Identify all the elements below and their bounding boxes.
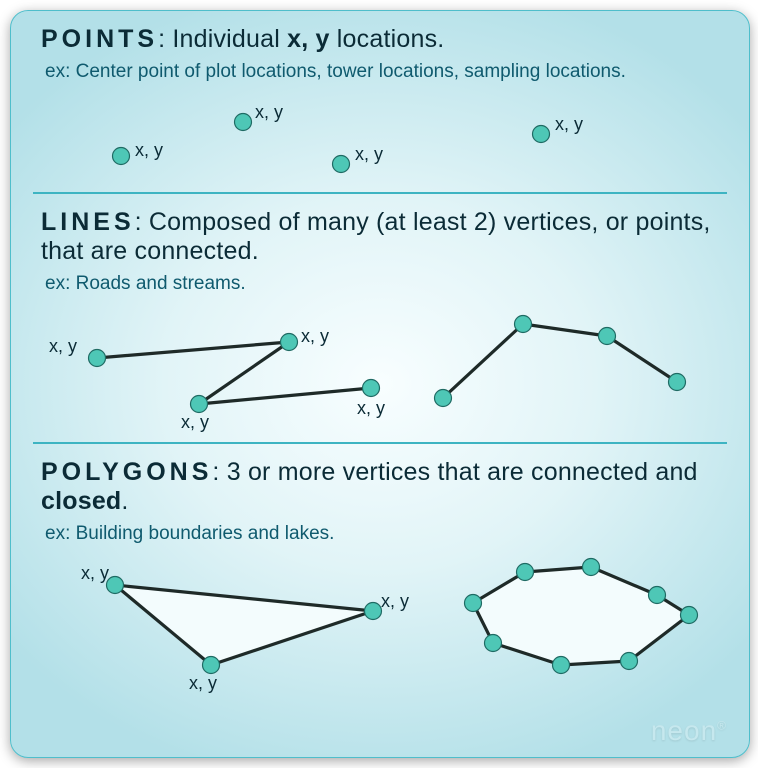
lines-title-line: LINES: Composed of many (at least 2) ver… [41,208,719,266]
vertex-dot [365,603,382,620]
points-viz: x, y x, y x, y x, y [41,94,719,184]
neon-logo: neon® [651,715,727,747]
polygon-shape [115,585,373,665]
polygons-title: POLYGONS [41,458,212,486]
xy-label: x, y [301,326,329,347]
lines-title: LINES [41,208,135,236]
vertex-dot [113,147,130,164]
vertex-dot [553,657,570,674]
lines-desc: : Composed of many (at least 2) vertices… [41,208,711,265]
vertex-dot [649,587,666,604]
polyline-shape [97,342,371,404]
vertex-dot [533,125,550,142]
infographic-card: POINTS: Individual x, y locations. ex: C… [10,10,750,758]
vertex-dot [89,349,106,366]
vertex-dot [465,595,482,612]
vertex-dot [517,564,534,581]
points-example: ex: Center point of plot locations, towe… [45,60,719,84]
xy-label: x, y [189,673,217,694]
points-desc-bold: x, y [287,25,330,53]
vertex-dot [107,577,124,594]
points-desc-a: : Individual [158,25,287,53]
polygons-viz: x, y x, y x, y [41,555,719,705]
lines-viz: x, y x, y x, y x, y [41,306,719,434]
vertex-dot [599,327,616,344]
xy-label: x, y [49,336,77,357]
polygons-desc-b: . [121,487,128,515]
polygons-title-line: POLYGONS: 3 or more vertices that are co… [41,458,719,516]
polyline-shape [443,324,677,398]
vertex-dot [583,559,600,576]
vertex-dot [515,315,532,332]
points-desc-b: locations. [330,25,445,53]
points-title-line: POINTS: Individual x, y locations. [41,25,719,54]
logo-trademark: ® [717,719,727,733]
polygons-desc-bold: closed [41,487,121,515]
vertex-dot [333,155,350,172]
xy-label: x, y [81,563,109,584]
polygons-desc-a: : 3 or more vertices that are connected … [212,458,697,486]
vertex-dot [485,635,502,652]
section-points: POINTS: Individual x, y locations. ex: C… [11,11,749,192]
vertex-dot [669,373,686,390]
vertex-dot [281,333,298,350]
points-svg [41,94,719,184]
points-title: POINTS [41,25,158,53]
vertex-dot [191,395,208,412]
xy-label: x, y [381,591,409,612]
xy-label: x, y [255,102,283,123]
vertex-dot [435,389,452,406]
logo-text: neon [651,715,717,746]
section-lines: LINES: Composed of many (at least 2) ver… [11,194,749,442]
xy-label: x, y [135,140,163,161]
vertex-dot [621,653,638,670]
polygons-svg [41,555,719,705]
polygon-shape [473,567,689,665]
vertex-dot [203,657,220,674]
xy-label: x, y [355,144,383,165]
vertex-dot [681,607,698,624]
xy-label: x, y [555,114,583,135]
section-polygons: POLYGONS: 3 or more vertices that are co… [11,444,749,714]
xy-label: x, y [357,398,385,419]
vertex-dot [363,379,380,396]
polygons-example: ex: Building boundaries and lakes. [45,522,719,546]
lines-example: ex: Roads and streams. [45,272,719,296]
xy-label: x, y [181,412,209,433]
vertex-dot [235,113,252,130]
